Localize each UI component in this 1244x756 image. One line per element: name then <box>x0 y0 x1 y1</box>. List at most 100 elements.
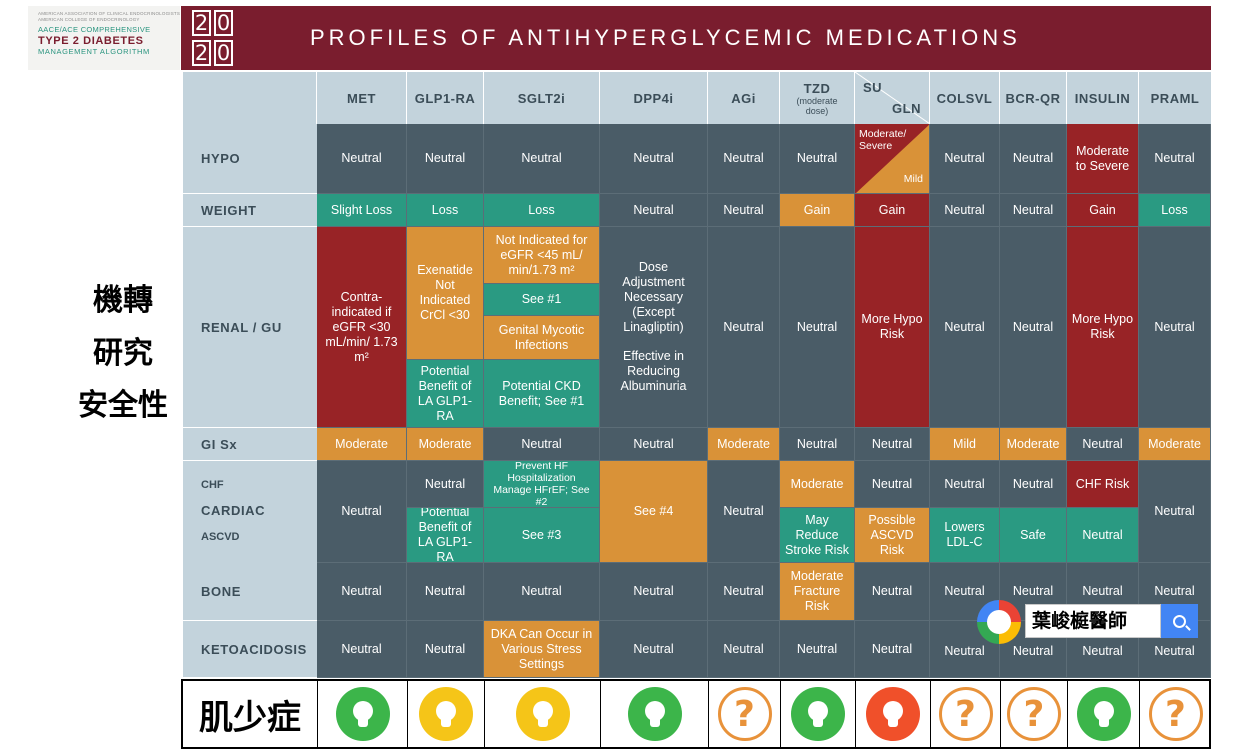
row-label-renal: RENAL / GU <box>183 227 317 428</box>
col-header-su: SU <box>863 80 883 95</box>
cell-renal-dpp4-albuminuria: Effective in Reducing Albuminuria <box>620 349 687 393</box>
lightbulb-icon <box>335 687 390 741</box>
row-label-gisx: GI Sx <box>183 428 317 461</box>
lightbulb-icon <box>1076 687 1131 741</box>
cell-gisx-tzd: Neutral <box>780 428 855 461</box>
su-gln-divider <box>855 72 930 124</box>
cell-renal-colsvl: Neutral <box>930 227 1000 428</box>
cell-renal-tzd: Neutral <box>780 227 855 428</box>
cell-renal-glp1-top: Exenatide Not Indicated CrCl <30 <box>407 227 484 360</box>
row-label-keto: KETOACIDOSIS <box>183 621 317 678</box>
row-label-cardiac: CHF CARDIAC ASCVD <box>183 461 317 563</box>
page-title: PROFILES OF ANTIHYPERGLYCEMIC MEDICATION… <box>253 6 1211 70</box>
cell-gisx-sglt2: Neutral <box>484 428 600 461</box>
row-label-chf: CHF <box>201 479 224 491</box>
sarcopenia-cell-sglt2 <box>484 679 600 749</box>
cell-chf-insulin: CHF Risk <box>1067 461 1139 508</box>
year-badge: 2 0 2 0 <box>181 6 253 70</box>
cell-hypo-tzd: Neutral <box>780 124 855 194</box>
cell-weight-bcrqr: Neutral <box>1000 194 1067 227</box>
col-header-su-gln: SU GLN <box>855 72 930 124</box>
question-mark-icon: ? <box>938 687 993 741</box>
logo-org-line-2: AMERICAN COLLEGE OF ENDOCRINOLOGY <box>38 16 140 22</box>
cell-ascvd-glp1: Potential Benefit of LA GLP1-RA <box>407 508 484 563</box>
lightbulb-icon <box>627 687 682 741</box>
su-gln-split <box>856 124 929 193</box>
cell-keto-glp1: Neutral <box>407 621 484 678</box>
search-input[interactable]: 葉峻榳醫師 <box>1025 604 1161 638</box>
cell-chf-sglt2: Prevent HF Hospitalization Manage HFrEF;… <box>484 461 600 508</box>
year-digit: 0 <box>214 40 233 66</box>
cell-renal-agi: Neutral <box>708 227 780 428</box>
cell-hypo-su: Moderate/ Severe <box>859 128 907 152</box>
cell-renal-sglt2-d: Potential CKD Benefit; See #1 <box>484 360 600 428</box>
cell-bone-dpp4: Neutral <box>600 563 708 621</box>
side-text-mechanism: 機轉 <box>93 283 153 318</box>
search-icon[interactable] <box>1161 604 1198 638</box>
cell-chf-glp1: Neutral <box>407 461 484 508</box>
cell-cardiac-praml: Neutral <box>1139 461 1211 563</box>
cell-hypo-dpp4: Neutral <box>600 124 708 194</box>
lightbulb-icon <box>791 687 845 741</box>
cell-renal-insulin: More Hypo Risk <box>1067 227 1139 428</box>
cell-weight-tzd: Gain <box>780 194 855 227</box>
cell-ascvd-colsvl: Lowers LDL-C <box>930 508 1000 563</box>
row-label-cardiac-main: CARDIAC <box>201 503 266 518</box>
cell-bone-su: Neutral <box>855 563 930 621</box>
cell-keto-su: Neutral <box>855 621 930 678</box>
year-digit: 2 <box>192 40 211 66</box>
cell-ascvd-tzd: May Reduce Stroke Risk <box>780 508 855 563</box>
cell-weight-sglt2: Loss <box>484 194 600 227</box>
cell-renal-dpp4: Dose Adjustment Necessary (Except Linagl… <box>600 227 708 428</box>
cell-bone-tzd: Moderate Fracture Risk <box>780 563 855 621</box>
cell-gisx-agi: Moderate <box>708 428 780 461</box>
cell-hypo-insulin: Moderate to Severe <box>1067 124 1139 194</box>
cell-hypo-praml: Neutral <box>1139 124 1211 194</box>
cell-gisx-colsvl: Mild <box>930 428 1000 461</box>
cell-hypo-su-gln: Moderate/ Severe Mild <box>855 124 930 194</box>
cell-ascvd-insulin: Neutral <box>1067 508 1139 563</box>
sarcopenia-cell-met <box>317 679 407 749</box>
cell-renal-bcrqr: Neutral <box>1000 227 1067 428</box>
cell-hypo-agi: Neutral <box>708 124 780 194</box>
sarcopenia-label: 肌少症 <box>199 697 301 738</box>
cell-bone-agi: Neutral <box>708 563 780 621</box>
cell-hypo-sglt2: Neutral <box>484 124 600 194</box>
cell-renal-dpp4-dose: Dose Adjustment Necessary (Except Linagl… <box>622 260 685 334</box>
google-logo-icon <box>977 600 1021 644</box>
cell-keto-agi: Neutral <box>708 621 780 678</box>
cell-keto-met: Neutral <box>317 621 407 678</box>
cell-weight-agi: Neutral <box>708 194 780 227</box>
row-label-bone: BONE <box>183 563 317 621</box>
col-header-bcrqr: BCR-QR <box>1000 72 1067 124</box>
cell-renal-sglt2-a: Not Indicated for eGFR <45 mL/ min/1.73 … <box>484 227 600 284</box>
cell-chf-bcrqr: Neutral <box>1000 461 1067 508</box>
cell-bone-glp1: Neutral <box>407 563 484 621</box>
cell-weight-su: Gain <box>855 194 930 227</box>
col-header-insulin: INSULIN <box>1067 72 1139 124</box>
sarcopenia-cell-agi: ? <box>708 679 780 749</box>
cell-gisx-bcrqr: Moderate <box>1000 428 1067 461</box>
sarcopenia-cell-bcrqr: ? <box>1000 679 1067 749</box>
cell-bone-colsvl: Neutral <box>930 563 1000 621</box>
cell-weight-insulin: Gain <box>1067 194 1139 227</box>
sarcopenia-cell-insulin <box>1067 679 1139 749</box>
cell-renal-sglt2-b: See #1 <box>484 284 600 316</box>
cell-gisx-insulin: Neutral <box>1067 428 1139 461</box>
cell-weight-met: Slight Loss <box>317 194 407 227</box>
header-corner <box>183 72 317 124</box>
logo-org-line: AMERICAN ASSOCIATION OF CLINICAL ENDOCRI… <box>38 11 181 16</box>
cell-weight-colsvl: Neutral <box>930 194 1000 227</box>
col-header-tzd-label: TZD <box>803 80 831 96</box>
col-header-agi: AGi <box>708 72 780 124</box>
lightbulb-icon <box>419 687 473 741</box>
logo-line-comprehensive: AACE/ACE COMPREHENSIVE <box>38 25 151 34</box>
sarcopenia-cell-glp1 <box>407 679 484 749</box>
cell-cardiac-agi: Neutral <box>708 461 780 563</box>
sarcopenia-cell-dpp4 <box>600 679 708 749</box>
cell-gisx-su: Neutral <box>855 428 930 461</box>
col-header-dpp4: DPP4i <box>600 72 708 124</box>
row-label-weight: WEIGHT <box>183 194 317 227</box>
lightbulb-icon <box>515 687 570 741</box>
cell-renal-su: More Hypo Risk <box>855 227 930 428</box>
